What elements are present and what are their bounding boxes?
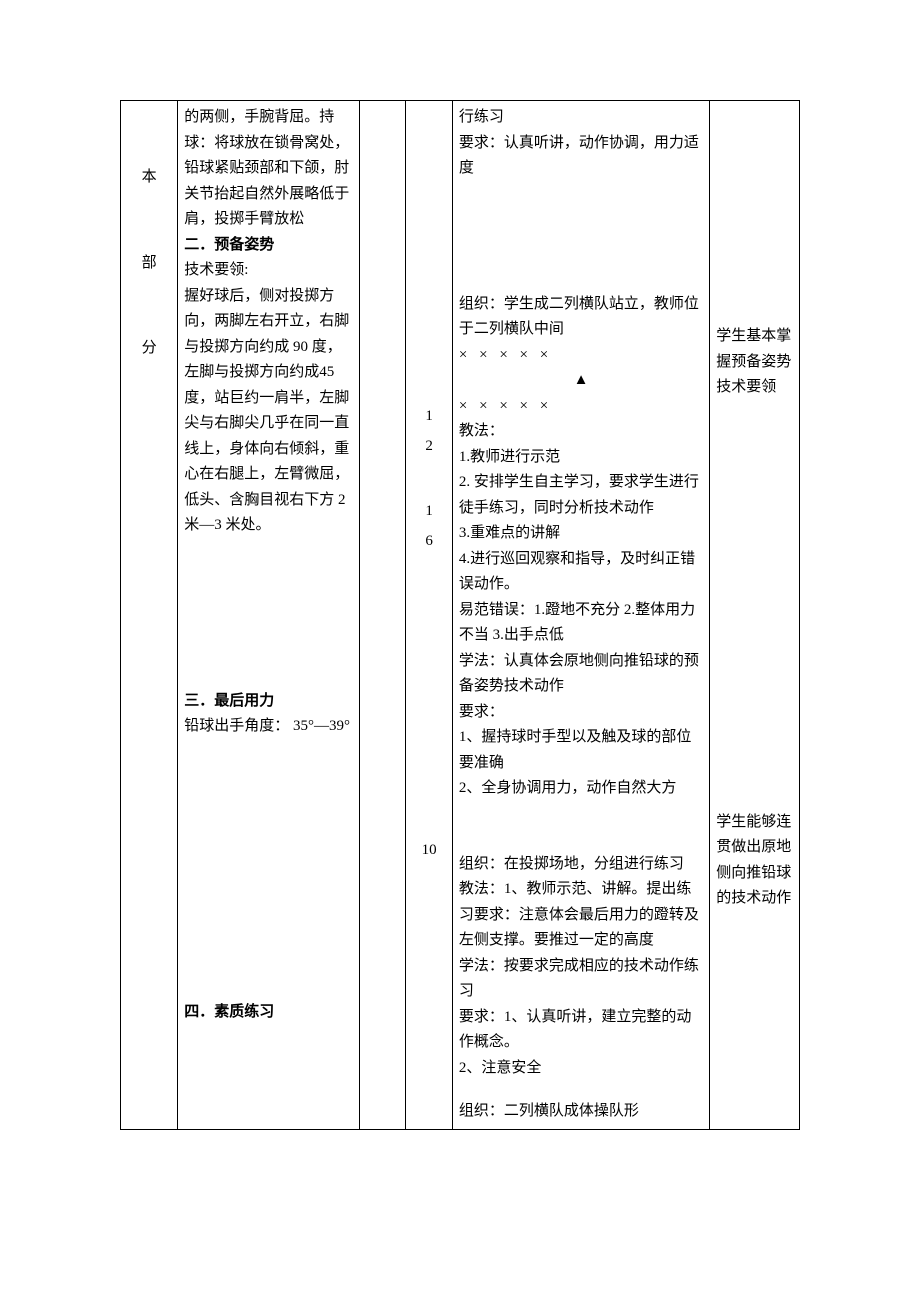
- org-line: 2. 安排学生自主学习，要求学生进行徒手练习，同时分析技术动作: [459, 470, 703, 521]
- lesson-plan-table: 本 部 分 的两侧，手腕背屈。持球：将球放在锁骨窝处，铅球紧贴颈部和下颌，肘关节…: [120, 100, 800, 1130]
- org-line: 组织：在投掷场地，分组进行练习: [459, 852, 703, 878]
- org-line: 教法：1、教师示范、讲解。提出练习要求：注意体会最后用力的蹬转及左侧支撑。要推过…: [459, 877, 703, 954]
- spacer: [412, 554, 445, 834]
- teacher-marker-icon: ▲: [459, 368, 703, 394]
- goal-cell: 学生基本掌握预备姿势技术要领 学生能够连贯做出原地侧向推铅球的技术动作: [710, 101, 800, 1130]
- org-line: 组织：二列横队成体操队形: [459, 1099, 703, 1125]
- spacer: [184, 740, 353, 890]
- org-line: 要求：: [459, 700, 703, 726]
- time-value: 1: [412, 404, 445, 430]
- org-line: 组织：学生成二列横队站立，教师位于二列横队中间: [459, 292, 703, 343]
- document-page: 本 部 分 的两侧，手腕背屈。持球：将球放在锁骨窝处，铅球紧贴颈部和下颌，肘关节…: [0, 0, 920, 1190]
- org-line: 4.进行巡回观察和指导，及时纠正错误动作。: [459, 547, 703, 598]
- org-line: 要求：认真听讲，动作协调，用力适度: [459, 131, 703, 182]
- time-value: 10: [412, 838, 445, 864]
- content-heading-3: 三．最后用力: [184, 689, 353, 715]
- section-char: 部: [127, 251, 171, 277]
- time-value: 2: [412, 434, 445, 460]
- organization-cell: 行练习 要求：认真听讲，动作协调，用力适度 组织：学生成二列横队站立，教师位于二…: [452, 101, 709, 1130]
- spacer: [716, 401, 793, 806]
- spacer: [412, 459, 445, 477]
- content-paragraph: 铅球出手角度： 35°—39°: [184, 714, 353, 740]
- spacer: [412, 477, 445, 495]
- content-heading-4: 四．素质练习: [184, 1000, 353, 1026]
- org-line: 2、注意安全: [459, 1056, 703, 1082]
- spacer: [412, 105, 445, 400]
- blank-cell: [359, 101, 405, 1130]
- section-label-cell: 本 部 分: [121, 101, 178, 1130]
- section-char: 本: [127, 165, 171, 191]
- org-line: 易范错误：1.蹬地不充分 2.整体用力不当 3.出手点低: [459, 598, 703, 649]
- spacer: [459, 802, 703, 852]
- org-line: 学法：认真体会原地侧向推铅球的预备姿势技术动作: [459, 649, 703, 700]
- content-paragraph: 的两侧，手腕背屈。持球：将球放在锁骨窝处，铅球紧贴颈部和下颌，肘关节抬起自然外展…: [184, 105, 353, 233]
- content-paragraph: 技术要领:: [184, 258, 353, 284]
- org-line: 学法：按要求完成相应的技术动作练习: [459, 954, 703, 1005]
- goal-text: 学生基本掌握预备姿势技术要领: [716, 324, 793, 401]
- spacer: [459, 182, 703, 292]
- spacer: [184, 890, 353, 1000]
- content-paragraph: 握好球后，侧对投掷方向，两脚左右开立，右脚与投掷方向约成 90 度，左脚与投掷方…: [184, 284, 353, 539]
- org-line: 2、全身协调用力，动作自然大方: [459, 776, 703, 802]
- org-line: 教法：: [459, 419, 703, 445]
- spacer: [716, 105, 793, 320]
- spacer: [184, 539, 353, 689]
- formation-row: × × × × ×: [459, 343, 703, 369]
- formation-row: × × × × ×: [459, 394, 703, 420]
- times-cell: 1 2 1 6 10: [406, 101, 452, 1130]
- org-line: 1、握持球时手型以及触及球的部位要准确: [459, 725, 703, 776]
- org-line: 行练习: [459, 105, 703, 131]
- spacer: [459, 1081, 703, 1099]
- time-value: 6: [412, 529, 445, 555]
- section-char: 分: [127, 336, 171, 362]
- teaching-content-cell: 的两侧，手腕背屈。持球：将球放在锁骨窝处，铅球紧贴颈部和下颌，肘关节抬起自然外展…: [178, 101, 360, 1130]
- table-row: 本 部 分 的两侧，手腕背屈。持球：将球放在锁骨窝处，铅球紧贴颈部和下颌，肘关节…: [121, 101, 800, 1130]
- content-heading-2: 二．预备姿势: [184, 233, 353, 259]
- org-line: 1.教师进行示范: [459, 445, 703, 471]
- time-value: 1: [412, 499, 445, 525]
- org-line: 3.重难点的讲解: [459, 521, 703, 547]
- goal-text: 学生能够连贯做出原地侧向推铅球的技术动作: [716, 810, 793, 912]
- org-line: 要求：1、认真听讲，建立完整的动作概念。: [459, 1005, 703, 1056]
